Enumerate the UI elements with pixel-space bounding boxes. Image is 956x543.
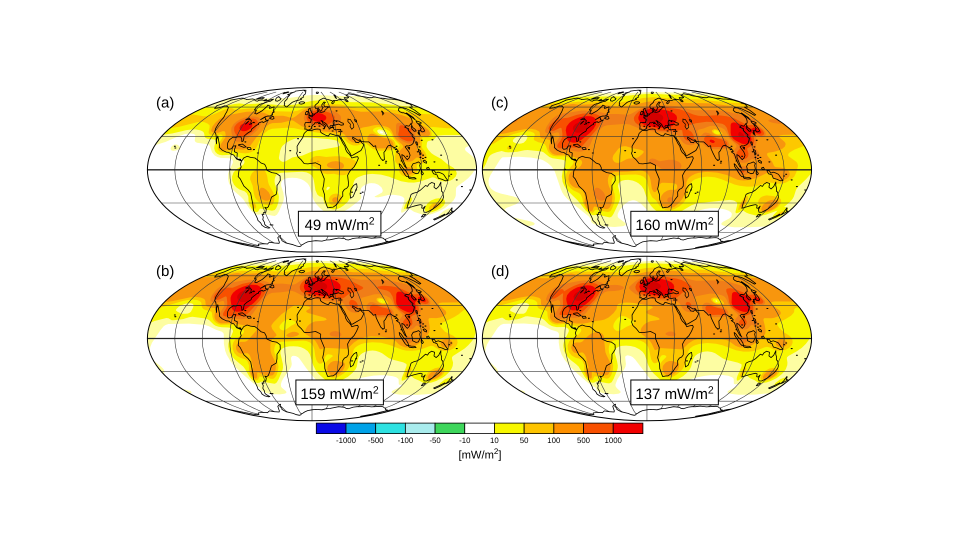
svg-text:100: 100 xyxy=(547,436,561,445)
svg-text:-100: -100 xyxy=(398,436,414,445)
svg-text:500: 500 xyxy=(577,436,591,445)
svg-text:[mW/m2]: [mW/m2] xyxy=(459,447,502,462)
svg-text:-1000: -1000 xyxy=(336,436,357,445)
svg-text:-50: -50 xyxy=(429,436,441,445)
svg-text:49 mW/m2: 49 mW/m2 xyxy=(305,216,375,235)
svg-text:(d): (d) xyxy=(491,263,509,280)
svg-text:(b): (b) xyxy=(156,263,174,280)
svg-text:-10: -10 xyxy=(459,436,471,445)
svg-text:-500: -500 xyxy=(368,436,384,445)
svg-text:(c): (c) xyxy=(491,94,509,111)
svg-text:10: 10 xyxy=(490,436,499,445)
svg-text:50: 50 xyxy=(520,436,529,445)
svg-text:137 mW/m2: 137 mW/m2 xyxy=(635,384,714,403)
svg-text:1000: 1000 xyxy=(605,436,623,445)
svg-text:(a): (a) xyxy=(156,94,174,111)
svg-text:159 mW/m2: 159 mW/m2 xyxy=(300,384,379,403)
svg-text:160 mW/m2: 160 mW/m2 xyxy=(635,216,714,235)
